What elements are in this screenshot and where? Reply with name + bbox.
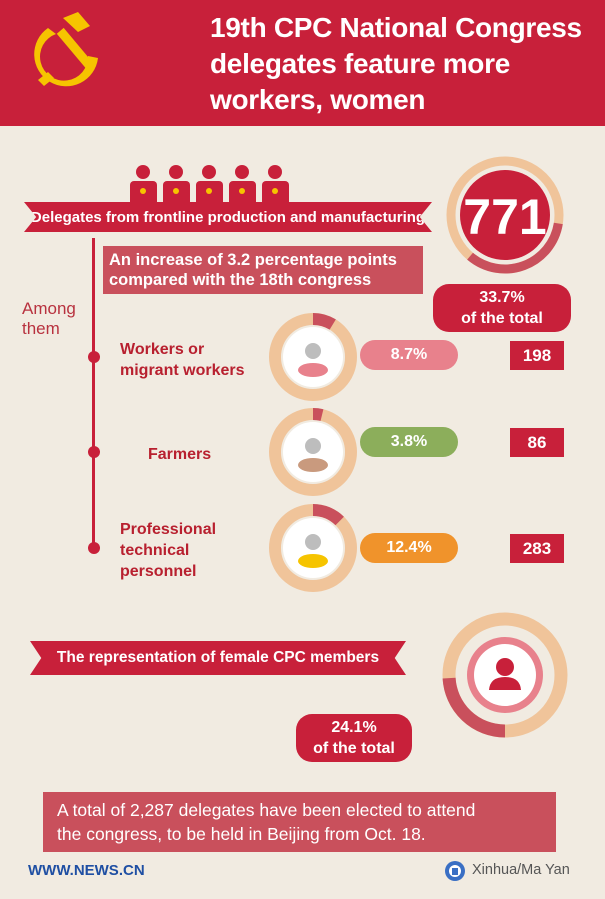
among-them-label: Among them (22, 299, 76, 339)
site-link[interactable]: WWW.NEWS.CN (28, 862, 145, 879)
timeline-dot (88, 542, 100, 554)
frontline-center (460, 170, 550, 260)
group-donut-segment (312, 504, 344, 526)
delegates-people-icon (130, 165, 289, 207)
title-line: delegates feature more (210, 48, 510, 79)
header-banner: 19th CPC National Congress delegates fea… (0, 0, 605, 126)
label-line: technical (120, 542, 190, 559)
workers-percent-pill: 8.7% (360, 340, 458, 370)
female-share: 24.1% (331, 719, 377, 736)
person-body-icon (298, 458, 328, 472)
frontline-share: 33.7% (479, 289, 525, 306)
female-share-bubble: 24.1% of the total (296, 714, 412, 762)
group-donut-segment (312, 313, 336, 330)
label-line: migrant workers (120, 362, 245, 379)
frontline-ribbon: Delegates from frontline production and … (24, 202, 432, 232)
workers-count: 198 (510, 341, 564, 370)
label-line: Workers or (120, 341, 205, 358)
increase-line: compared with the 18th congress (109, 271, 372, 289)
among-line: Among (22, 299, 76, 318)
timeline-line (92, 238, 95, 550)
person-body-icon (298, 363, 328, 377)
farmers-percent-pill: 3.8% (360, 427, 458, 457)
group-label-farmers: Farmers (148, 444, 211, 465)
note-line: the congress, to be held in Beijing from… (57, 824, 426, 844)
female-ribbon: The representation of female CPC members (30, 641, 406, 675)
frontline-count: 771 (463, 189, 547, 245)
timeline-dot (88, 446, 100, 458)
female-body-icon (489, 677, 521, 690)
person-head-icon (305, 343, 321, 359)
frontline-donut-segment (467, 222, 563, 274)
person-head-icon (305, 438, 321, 454)
person-body-icon (298, 554, 328, 568)
farmers-count: 86 (510, 428, 564, 457)
credit: Xinhua/Ma Yan (472, 862, 570, 878)
female-head-icon (496, 658, 514, 676)
timeline-dot (88, 351, 100, 363)
label-line: Farmers (148, 446, 212, 463)
note-line: A total of 2,287 delegates have been ele… (57, 800, 476, 820)
person-head-icon (305, 534, 321, 550)
group-label-professional: Professional technical personnel (120, 519, 216, 582)
label-line: Professional (120, 521, 217, 538)
frontline-share-bubble: 33.7% of the total (433, 284, 571, 332)
page-title: 19th CPC National Congress delegates fea… (210, 10, 600, 118)
total-delegates-note: A total of 2,287 delegates have been ele… (43, 792, 556, 852)
female-share-suffix: of the total (313, 740, 395, 757)
professional-percent-pill: 12.4% (360, 533, 458, 563)
xinhua-logo-icon (445, 861, 465, 881)
group-label-workers: Workers or migrant workers (120, 339, 244, 381)
female-donut-segment (442, 677, 506, 738)
group-donut-segment (312, 408, 324, 421)
label-line: personnel (120, 563, 197, 580)
frontline-share-suffix: of the total (461, 310, 543, 327)
title-line: workers, women (210, 84, 426, 115)
professional-count: 283 (510, 534, 564, 563)
party-emblem-icon (34, 12, 98, 87)
increase-line: An increase of 3.2 percentage points (109, 251, 397, 269)
among-line: them (22, 319, 60, 338)
increase-box: An increase of 3.2 percentage points com… (103, 246, 423, 294)
title-line: 19th CPC National Congress (210, 12, 582, 43)
